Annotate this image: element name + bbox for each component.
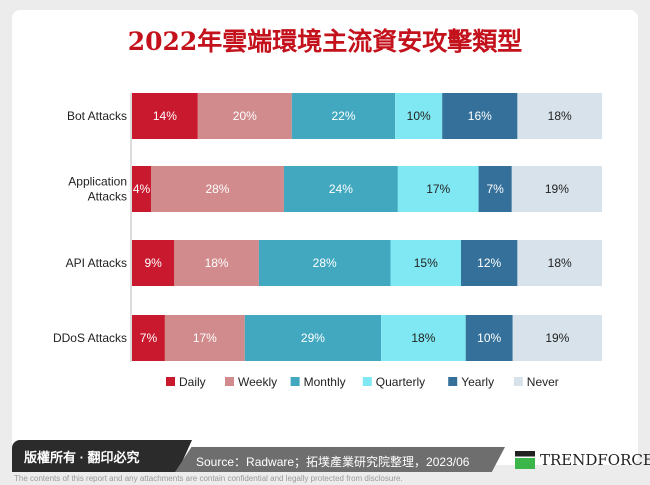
bar-segment-weekly — [164, 315, 245, 361]
data-label: 18% — [411, 331, 435, 345]
data-label: 18% — [205, 256, 229, 270]
footer-band — [12, 440, 192, 472]
data-label: 10% — [407, 109, 431, 123]
legend-swatch-monthly — [290, 377, 300, 386]
stacked-bar-chart: Bot Attacks 14% 20% 22% 10% 16% 18% Application… — [53, 93, 602, 389]
data-label: 9% — [144, 256, 162, 270]
data-label: 20% — [233, 109, 257, 123]
data-label: 24% — [329, 182, 353, 196]
data-label: 12% — [477, 256, 501, 270]
data-label: 18% — [548, 109, 572, 123]
data-label: 16% — [468, 109, 492, 123]
data-label: 17% — [426, 182, 450, 196]
data-label: 18% — [548, 256, 572, 270]
data-label: 7% — [487, 182, 505, 196]
data-label: 28% — [205, 182, 229, 196]
data-label: 4% — [133, 182, 151, 196]
data-label: 17% — [193, 331, 217, 345]
trendforce-logo: TRENDFORCE — [515, 451, 650, 469]
bar-segment-monthly — [244, 315, 382, 361]
data-label: 29% — [301, 331, 325, 345]
legend-label: Never — [527, 375, 559, 389]
legend-swatch-daily — [166, 377, 175, 386]
legend-label: Yearly — [461, 375, 494, 389]
chart-card — [12, 10, 638, 465]
bar-segment-yearly — [478, 166, 512, 212]
bar-segment-quarterly — [381, 315, 466, 361]
bar-segment-monthly — [291, 93, 396, 139]
legend-swatch-weekly — [225, 377, 234, 386]
logo-text: TRENDFORCE — [540, 451, 650, 469]
disclaimer: The contents of this report and any atta… — [14, 474, 403, 483]
bar-segment-weekly — [197, 93, 292, 139]
chart-title: 2022年雲端環境主流資安攻擊類型 — [127, 27, 523, 56]
bar-segment-quarterly — [395, 93, 443, 139]
bar-segment-yearly — [465, 315, 513, 361]
bar-segment-quarterly — [397, 166, 479, 212]
bar-segment-quarterly — [390, 240, 461, 286]
legend-swatch-never — [513, 377, 523, 386]
bar-segment-daily — [132, 166, 151, 212]
data-label: 19% — [545, 331, 569, 345]
category-label: Attacks — [88, 190, 127, 204]
bar-segment-daily — [132, 93, 198, 139]
bar-segment-weekly — [174, 240, 259, 286]
category-label: API Attacks — [66, 256, 127, 270]
legend-label: Weekly — [238, 375, 277, 389]
bar-segment-never — [511, 166, 602, 212]
trendforce-logo-icon — [515, 451, 535, 469]
bar-segment-daily — [132, 315, 165, 361]
category-label: Bot Attacks — [67, 109, 127, 123]
bar-segment-never — [517, 240, 602, 286]
category-label: DDoS Attacks — [53, 331, 127, 345]
source-text: Source：Radware；拓墣產業研究院整理，2023/06 — [196, 455, 470, 469]
bar-segment-yearly — [442, 93, 518, 139]
bar-segment-daily — [132, 240, 175, 286]
data-label: 19% — [545, 182, 569, 196]
copyright-text: 版權所有 · 翻印必究 — [24, 450, 140, 465]
category-label: Application — [68, 175, 127, 189]
data-label: 28% — [313, 256, 337, 270]
legend-swatch-yearly — [448, 377, 458, 386]
bar-segment-weekly — [150, 166, 284, 212]
bar-segment-yearly — [461, 240, 518, 286]
data-label: 10% — [477, 331, 501, 345]
legend-label: Daily — [179, 375, 206, 389]
legend-label: Quarterly — [376, 375, 425, 389]
bar-segment-never — [517, 93, 602, 139]
legend-swatch-quarterly — [362, 377, 372, 386]
source-band — [175, 447, 505, 472]
data-label: 22% — [331, 109, 355, 123]
data-label: 14% — [153, 109, 177, 123]
bar-segment-monthly — [283, 166, 398, 212]
data-label: 7% — [140, 331, 158, 345]
bar-segment-monthly — [258, 240, 391, 286]
legend-label: Monthly — [304, 375, 346, 389]
bar-segment-never — [512, 315, 602, 361]
data-label: 15% — [414, 256, 438, 270]
